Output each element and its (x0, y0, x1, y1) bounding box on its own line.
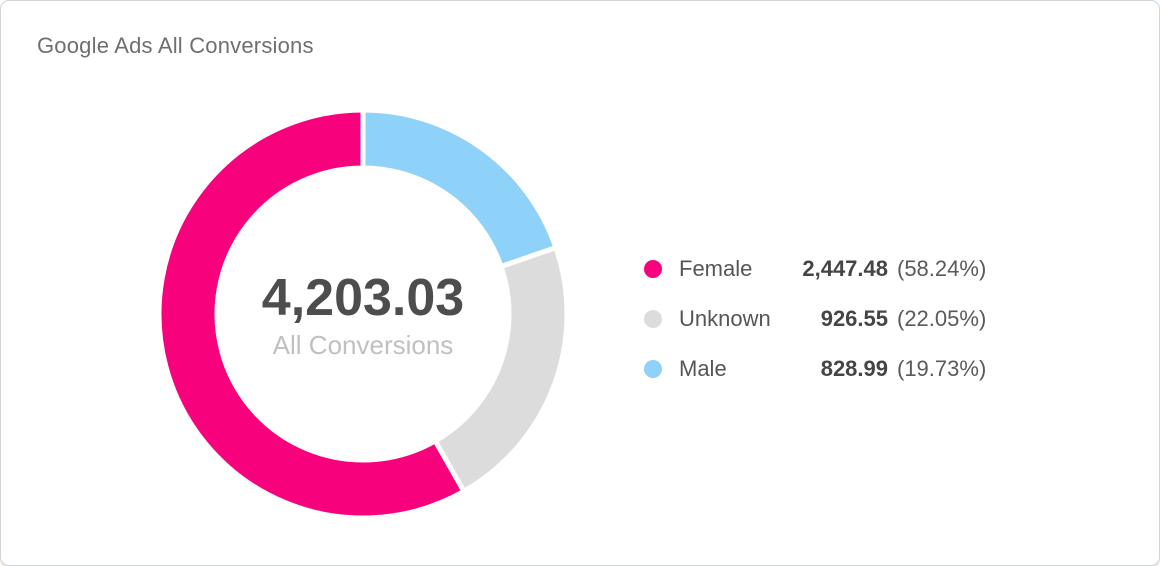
unknown-color-dot-icon (644, 310, 662, 328)
donut-chart: 4,203.03 All Conversions (156, 107, 570, 521)
legend-percent: (58.24%) (897, 256, 987, 281)
male-color-dot-icon (644, 360, 662, 378)
legend-row-unknown[interactable]: Unknown 926.55 (22.05%) (644, 294, 986, 344)
donut-segment-female[interactable] (156, 107, 468, 521)
legend-label: Female (679, 256, 753, 281)
female-color-dot-icon (644, 260, 662, 278)
donut-segment-male[interactable] (360, 107, 560, 270)
widget-title: Google Ads All Conversions (37, 33, 314, 58)
legend-value: 2,447.48 (802, 256, 888, 281)
legend-row-male[interactable]: Male 828.99 (19.73%) (644, 344, 986, 394)
donut-segment-unknown[interactable] (431, 244, 570, 495)
chart-legend: Female 2,447.48 (58.24%) Unknown 926.55 … (644, 244, 986, 394)
legend-percent: (19.73%) (897, 356, 987, 381)
legend-value: 828.99 (820, 356, 888, 381)
legend-percent: (22.05%) (897, 306, 987, 331)
donut-chart-svg (156, 107, 570, 521)
legend-row-female[interactable]: Female 2,447.48 (58.24%) (644, 244, 986, 294)
legend-label: Unknown (679, 306, 771, 331)
legend-value: 926.55 (820, 306, 888, 331)
legend-label: Male (679, 356, 727, 381)
